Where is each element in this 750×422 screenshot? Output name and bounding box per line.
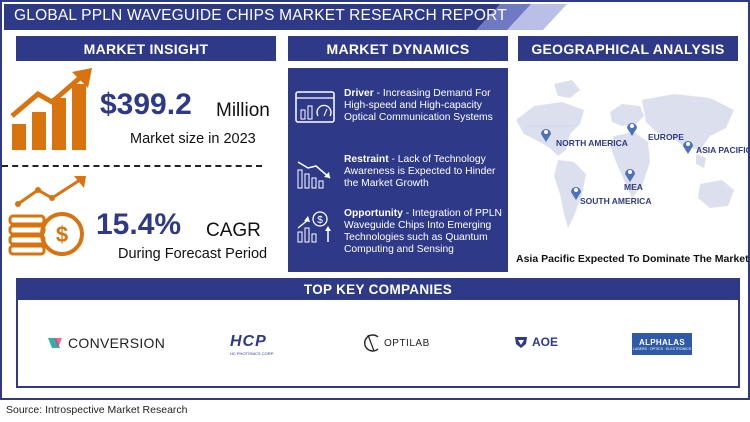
market-size-unit: Million bbox=[216, 100, 270, 121]
svg-text:$: $ bbox=[56, 222, 68, 247]
source-note: Source: Introspective Market Research bbox=[6, 404, 188, 416]
hcp-logo: HCP HC PHOTONICS CORP. bbox=[230, 333, 274, 356]
world-map bbox=[516, 80, 734, 228]
restraint-text: Lack of Technology Awareness is Expected… bbox=[344, 154, 496, 189]
title-banner bbox=[4, 4, 524, 30]
region-europe: EUROPE bbox=[648, 132, 684, 142]
location-pin-icon bbox=[683, 141, 693, 154]
location-pin-icon bbox=[571, 187, 581, 200]
market-insight-header: MARKET INSIGHT bbox=[16, 36, 276, 61]
cagr-label: During Forecast Period bbox=[118, 246, 268, 262]
location-pin-icon bbox=[541, 129, 551, 142]
opportunity-label: Opportunity bbox=[344, 208, 403, 219]
market-dynamics-header: MARKET DYNAMICS bbox=[288, 36, 508, 61]
hcp-name: HCP bbox=[230, 333, 267, 350]
region-asia-pacific: ASIA PACIFIC bbox=[696, 145, 750, 155]
divider bbox=[2, 165, 262, 167]
optilab-logo: OPTILAB bbox=[362, 333, 430, 353]
conversion-logo: CONVERSION bbox=[48, 335, 165, 351]
location-pin-icon bbox=[625, 169, 635, 182]
geographical-analysis-header: GEOGRAPHICAL ANALYSIS bbox=[518, 36, 738, 61]
region-mea: MEA bbox=[624, 182, 643, 192]
aoe-shield-icon bbox=[515, 337, 527, 348]
top-companies-header: TOP KEY COMPANIES bbox=[16, 278, 740, 300]
aoe-name: AOE bbox=[532, 335, 559, 349]
cagr-value: 15.4% bbox=[96, 208, 182, 241]
infographic-frame: GLOBAL PPLN WAVEGUIDE CHIPS MARKET RESEA… bbox=[0, 0, 750, 400]
restraint-label: Restraint bbox=[344, 154, 389, 165]
cagr-unit: CAGR bbox=[206, 220, 261, 241]
declining-chart-icon bbox=[297, 161, 331, 189]
conversion-name: CONVERSION bbox=[68, 335, 166, 351]
geo-caption: Asia Pacific Expected To Dominate The Ma… bbox=[516, 253, 749, 265]
opportunity-text: Integration of PPLN Waveguide Chips Into… bbox=[344, 208, 502, 255]
region-north-america: NORTH AMERICA bbox=[556, 138, 628, 148]
rising-chart-icon: $ bbox=[297, 211, 331, 243]
optilab-name: OPTILAB bbox=[384, 337, 430, 349]
market-size-value: $399.2 bbox=[100, 88, 192, 121]
page-title: GLOBAL PPLN WAVEGUIDE CHIPS MARKET RESEA… bbox=[14, 7, 507, 24]
alphalas-name: ALPHALAS bbox=[639, 337, 685, 347]
optilab-swirl-icon bbox=[364, 334, 379, 352]
market-dynamics-panel: Driver - Increasing Demand For High-spee… bbox=[288, 68, 508, 272]
alphalas-logo: ALPHALAS LASERS · OPTICS · ELECTRONICS bbox=[632, 333, 692, 355]
aoe-logo: AOE bbox=[514, 335, 558, 349]
dashboard-chart-icon bbox=[295, 91, 335, 123]
svg-text:$: $ bbox=[317, 215, 323, 226]
hcp-tagline: HC PHOTONICS CORP. bbox=[230, 351, 274, 356]
driver-label: Driver bbox=[344, 88, 374, 99]
location-pin-icon bbox=[627, 123, 637, 136]
driver-text: Increasing Demand For High-speed and Hig… bbox=[344, 88, 493, 123]
growth-chart-icon bbox=[10, 68, 92, 150]
alphalas-tagline: LASERS · OPTICS · ELECTRONICS bbox=[633, 346, 691, 351]
market-size-label: Market size in 2023 bbox=[130, 131, 256, 147]
coins-growth-icon: $ bbox=[8, 176, 86, 256]
region-south-america: SOUTH AMERICA bbox=[580, 196, 652, 206]
conversion-mark-icon bbox=[48, 338, 62, 348]
